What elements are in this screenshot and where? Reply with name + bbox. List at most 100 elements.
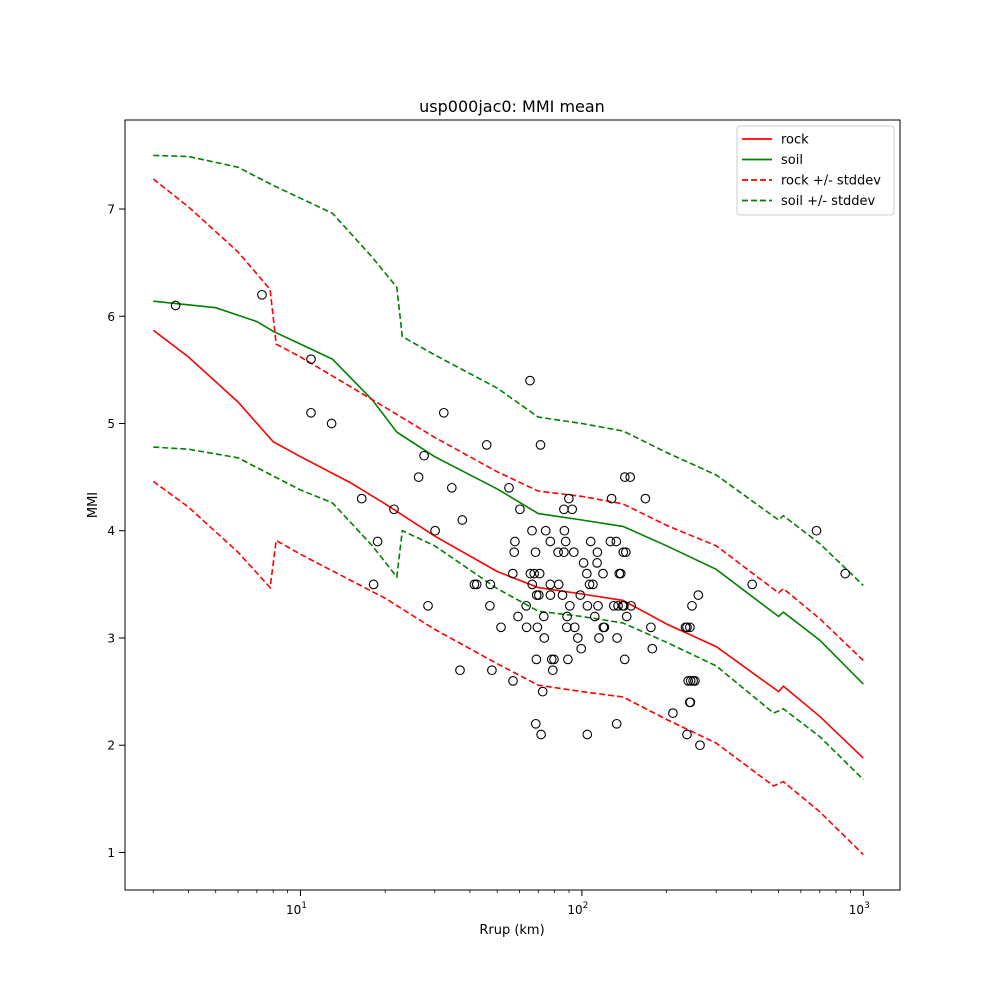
scatter-point [389,504,399,515]
scatter-point [625,472,636,482]
scatter-point [521,600,532,611]
scatter-point [525,568,536,579]
axes-frame [124,119,901,891]
scatter-point [469,579,480,590]
scatter-point [496,622,506,633]
scatter-point [687,600,697,611]
scatter-point [747,579,758,590]
scatter-point [619,654,630,665]
scatter-point [535,440,546,450]
scatter-point [578,558,589,568]
scatter-point [668,708,678,718]
series-line-3 [152,480,864,856]
scatter-point [619,600,629,611]
scatter-point [606,493,617,504]
scatter-point [618,547,629,558]
scatter-point [567,504,578,515]
scatter-point [564,600,575,611]
scatter-point [170,300,181,311]
scatter-point [537,686,548,697]
scatter-point [481,440,492,450]
scatter-point [455,665,465,676]
scatter-point [612,633,622,643]
scatter-point [553,547,563,558]
scatter-point [306,354,316,365]
scatter-point [413,472,424,482]
scatter-point [536,729,546,740]
scatter-point [372,536,383,547]
scatter-point [605,536,616,547]
scatter-point [840,568,851,579]
scatter-point [569,622,580,633]
scatter-point [423,600,433,611]
scatter-point [430,525,440,536]
scatter-point [560,536,571,547]
scatter-point [693,590,704,600]
scatter-point [576,643,587,654]
scatter-point [685,622,695,633]
scatter-point [531,654,542,665]
legend-label: soil [781,153,803,168]
y-tick-label: 1 [107,846,115,860]
scatter-point [521,622,532,633]
scatter-point [530,547,541,558]
scatter-point [527,525,537,536]
y-axis: 1 2 3 4 5 6 7 [107,203,125,860]
scatter-layer [170,289,851,751]
scatter-point [585,536,596,547]
scatter-point [504,482,514,493]
scatter-point [561,622,572,633]
scatter-point [559,525,570,536]
scatter-point [626,600,636,611]
scatter-point [457,515,468,525]
scatter-point [615,568,626,579]
scatter-point [611,718,622,729]
scatter-point [545,536,556,547]
scatter-point [563,654,573,665]
scatter-point [553,579,564,590]
scatter-point [538,611,549,622]
scatter-point [647,643,658,654]
scatter-point [485,600,495,611]
chart-title: usp000jac0: MMI mean [419,97,605,116]
scatter-point [547,665,558,676]
scatter-point [682,729,692,740]
scatter-point [533,590,544,600]
scatter-point [419,450,429,461]
scatter-point [438,407,449,418]
scatter-point [446,482,457,493]
scatter-point [619,472,630,482]
scatter-point [539,633,550,643]
scatter-point [326,418,337,429]
y-tick-label: 3 [107,631,115,645]
legend-label: rock +/- stddev [781,174,881,189]
scatter-point [684,697,695,708]
scatter-point [532,622,543,633]
scatter-point [620,547,631,558]
y-tick-label: 7 [107,203,115,217]
scatter-point [562,611,572,622]
scatter-point [646,622,656,633]
scatter-point [559,547,569,558]
legend-label: rock [781,133,809,148]
y-axis-label: MMI [86,492,101,518]
scatter-point [584,579,595,590]
scatter-point [593,600,603,611]
scatter-point [690,676,700,686]
series-line-5 [153,446,864,781]
scatter-point [540,525,551,536]
scatter-point [695,740,705,751]
scatter-point [613,600,623,611]
scatter-point [257,289,267,300]
scatter-point [485,579,496,590]
legend: rock soil rock +/- stddev soil +/- stddev [736,125,895,216]
scatter-point [589,611,600,622]
scatter-point [525,375,535,386]
scatter-point [557,590,568,600]
scatter-point [582,729,593,740]
scatter-point [572,633,583,643]
scatter-point [549,654,559,665]
scatter-point [471,579,482,590]
scatter-point [621,611,632,622]
y-tick-label: 2 [107,739,115,753]
